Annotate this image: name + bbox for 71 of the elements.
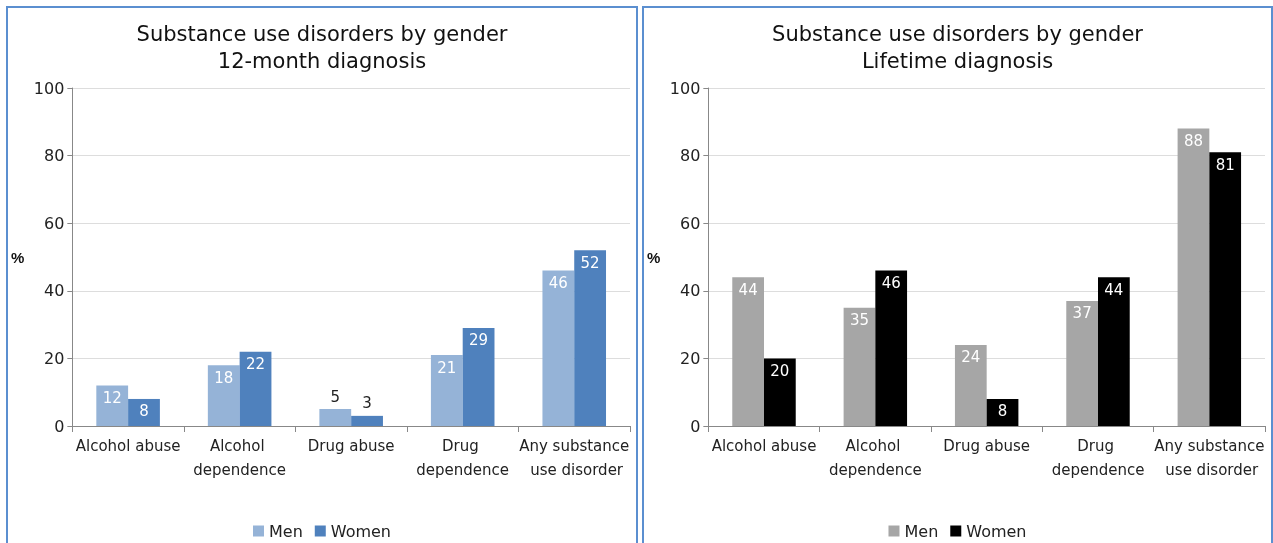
- data-label: 22: [245, 355, 266, 374]
- bar: [764, 358, 796, 426]
- bar: [207, 365, 240, 426]
- y-tick-label: 60: [679, 213, 701, 233]
- bar: [542, 270, 575, 426]
- bar: [574, 250, 607, 426]
- x-tick-label: Alcohol dependence: [193, 437, 287, 479]
- bar: [1098, 277, 1130, 426]
- y-tick-label: 0: [54, 416, 65, 436]
- x-tick-label: Drug dependence: [1051, 437, 1145, 479]
- data-label: 18: [214, 368, 234, 387]
- bar: [1209, 152, 1242, 426]
- chart-subtitle: Lifetime diagnosis: [861, 48, 1054, 73]
- legend-label: Women: [966, 521, 1027, 541]
- bar: [128, 398, 160, 426]
- x-tick-label: Any substance use disorder: [1154, 437, 1265, 479]
- data-label: 5: [330, 387, 341, 406]
- x-tick-label: Alcohol abuse: [711, 437, 817, 455]
- data-label: 88: [1183, 132, 1204, 151]
- x-tick-label: Drug abuse: [307, 437, 395, 455]
- y-tick-label: 20: [679, 348, 701, 368]
- bar: [732, 277, 764, 426]
- y-tick-label: 80: [679, 146, 701, 166]
- data-label: 3: [362, 394, 372, 413]
- y-tick-label: 40: [43, 281, 65, 301]
- legend-label: Women: [330, 521, 392, 541]
- x-tick-label: Drug dependence: [416, 437, 510, 479]
- data-label: 37: [1072, 304, 1092, 323]
- data-label: 46: [548, 274, 568, 293]
- data-label: 52: [580, 253, 600, 272]
- data-label: 29: [469, 331, 489, 350]
- bar: [1066, 300, 1098, 426]
- y-tick-label: 20: [43, 348, 65, 368]
- y-tick-label: 80: [43, 146, 65, 166]
- bar: [1177, 128, 1210, 426]
- data-label: 24: [961, 348, 981, 367]
- bar: [96, 385, 129, 426]
- bar: [875, 270, 908, 426]
- data-label: 44: [738, 280, 758, 299]
- y-tick-label: 100: [33, 78, 65, 98]
- y-axis-title: %: [10, 248, 25, 266]
- data-label: 20: [770, 361, 790, 380]
- bar: [239, 351, 272, 426]
- data-label: 46: [881, 274, 901, 293]
- data-label: 8: [997, 402, 1008, 421]
- data-label: 8: [139, 402, 149, 421]
- data-label: 44: [1104, 280, 1124, 299]
- chart-title: Substance use disorders by gender: [136, 21, 508, 46]
- chart-title: Substance use disorders by gender: [772, 21, 1144, 46]
- x-tick-label: Any substance use disorder: [519, 437, 630, 479]
- bar: [430, 355, 463, 426]
- bar: [843, 307, 876, 426]
- legend-label: Men: [268, 521, 303, 541]
- bar: [462, 327, 495, 426]
- data-label: 35: [849, 311, 870, 330]
- legend-label: Men: [904, 521, 939, 541]
- y-tick-label: 0: [690, 416, 701, 436]
- x-tick-label: Drug abuse: [943, 437, 1031, 455]
- y-tick-label: 40: [679, 281, 701, 301]
- data-label: 81: [1215, 155, 1235, 174]
- data-label: 12: [102, 388, 122, 407]
- bar: [351, 415, 383, 426]
- bar: [319, 409, 352, 426]
- y-tick-label: 100: [669, 78, 701, 98]
- x-tick-label: Alcohol dependence: [828, 437, 922, 479]
- bar: [954, 344, 987, 426]
- y-axis-title: %: [646, 248, 661, 266]
- y-tick-label: 60: [43, 213, 65, 233]
- x-tick-label: Alcohol abuse: [75, 437, 181, 455]
- chart-subtitle: 12-month diagnosis: [217, 48, 427, 73]
- data-label: 21: [437, 358, 457, 377]
